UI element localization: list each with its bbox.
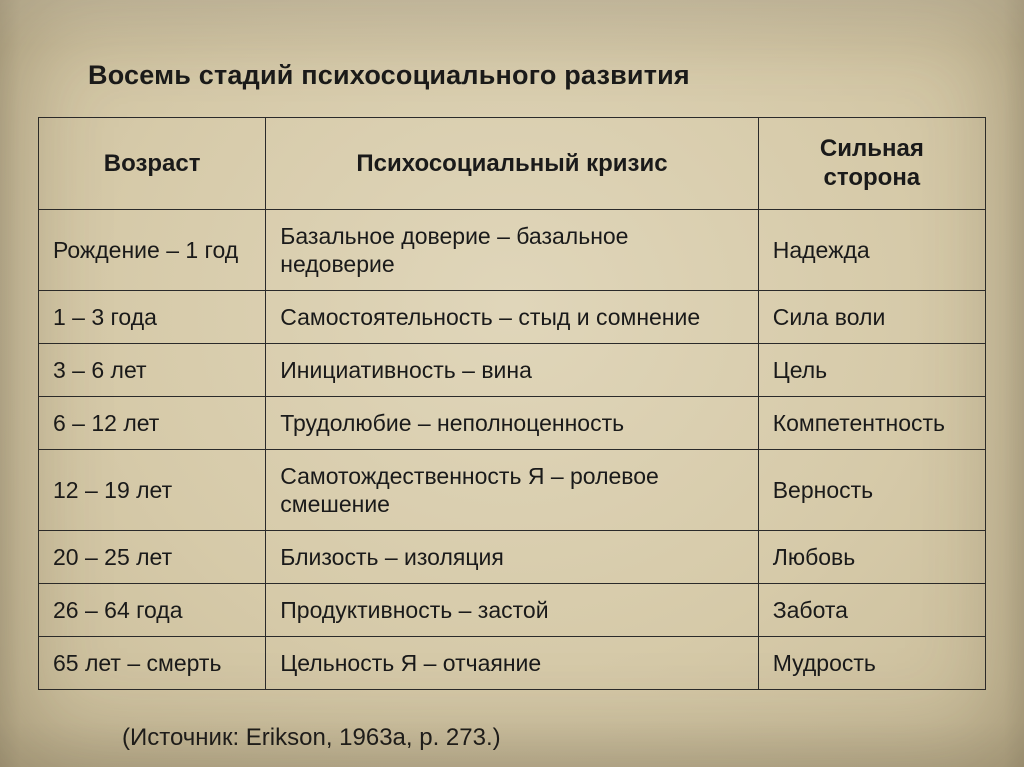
cell-age: 65 лет – смерть [39, 636, 266, 689]
cell-strength: Сила воли [758, 290, 985, 343]
cell-strength: Цель [758, 343, 985, 396]
slide-content: Восемь стадий психосоциального развития … [0, 0, 1024, 752]
table-row: 1 – 3 года Самостоятельность – стыд и со… [39, 290, 986, 343]
table-row: 65 лет – смерть Цельность Я – отчаяние М… [39, 636, 986, 689]
col-header-crisis: Психосоциальный кризис [266, 118, 758, 210]
cell-strength: Забота [758, 583, 985, 636]
cell-age: 6 – 12 лет [39, 396, 266, 449]
cell-crisis: Инициативность – вина [266, 343, 758, 396]
cell-strength: Мудрость [758, 636, 985, 689]
cell-age: 1 – 3 года [39, 290, 266, 343]
cell-crisis: Продуктивность – застой [266, 583, 758, 636]
cell-crisis: Самостоятельность – стыд и сомнение [266, 290, 758, 343]
cell-age: 20 – 25 лет [39, 530, 266, 583]
table-row: 26 – 64 года Продуктивность – застой Заб… [39, 583, 986, 636]
table-row: 20 – 25 лет Близость – изоляция Любовь [39, 530, 986, 583]
cell-strength: Верность [758, 449, 985, 530]
table-header-row: Возраст Психосоциальный кризис Сильная с… [39, 118, 986, 210]
table-row: 12 – 19 лет Самотождественность Я – роле… [39, 449, 986, 530]
cell-strength: Компетентность [758, 396, 985, 449]
table-row: 6 – 12 лет Трудолюбие – неполноценность … [39, 396, 986, 449]
col-header-strength: Сильная сторона [758, 118, 985, 210]
cell-age: 12 – 19 лет [39, 449, 266, 530]
slide-title: Восемь стадий психосоциального развития [88, 60, 986, 91]
cell-strength: Надежда [758, 209, 985, 290]
table-row: 3 – 6 лет Инициативность – вина Цель [39, 343, 986, 396]
cell-age: 26 – 64 года [39, 583, 266, 636]
source-citation: (Источник: Erikson, 1963а, р. 273.) [122, 724, 986, 752]
cell-crisis: Трудолюбие – неполноценность [266, 396, 758, 449]
cell-crisis: Близость – изоляция [266, 530, 758, 583]
cell-strength: Любовь [758, 530, 985, 583]
cell-crisis: Базальное доверие – базальное недоверие [266, 209, 758, 290]
col-header-age: Возраст [39, 118, 266, 210]
stages-table: Возраст Психосоциальный кризис Сильная с… [38, 117, 986, 690]
table-row: Рождение – 1 год Базальное доверие – баз… [39, 209, 986, 290]
cell-age: 3 – 6 лет [39, 343, 266, 396]
cell-crisis: Самотождественность Я – ролевое смешение [266, 449, 758, 530]
cell-age: Рождение – 1 год [39, 209, 266, 290]
cell-crisis: Цельность Я – отчаяние [266, 636, 758, 689]
